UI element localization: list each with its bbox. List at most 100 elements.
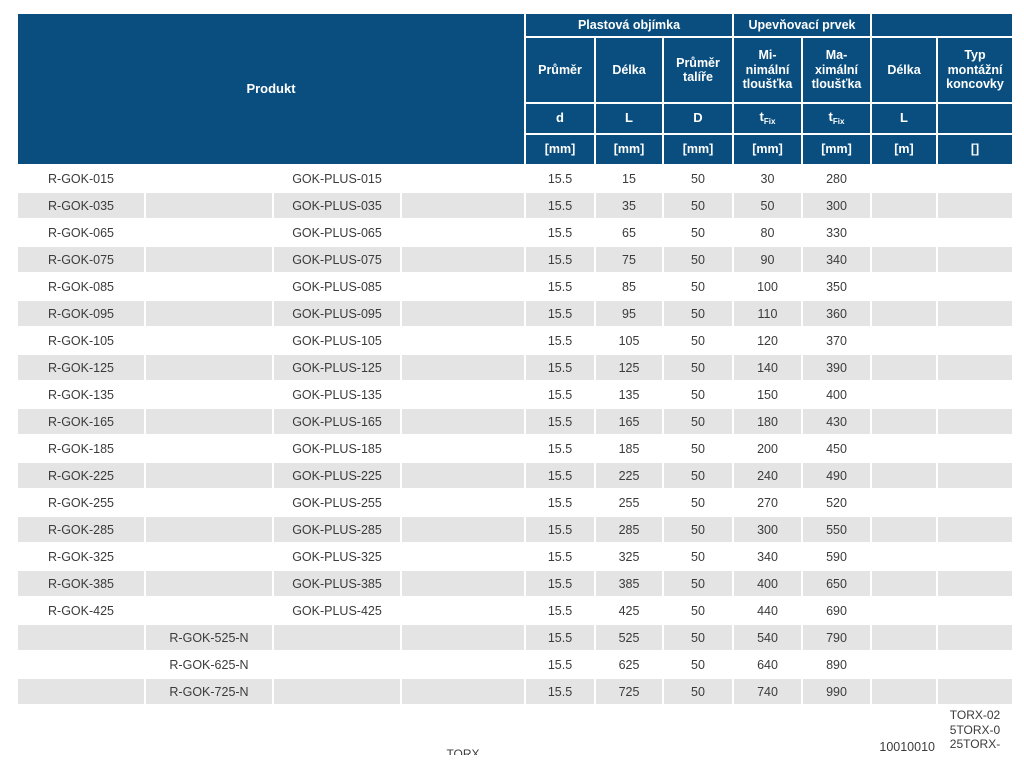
value-cell-typ xyxy=(938,301,1012,326)
product-code-cell xyxy=(402,652,524,677)
value-cell-dd: 50 xyxy=(664,274,732,299)
unit-mm: [mm] xyxy=(664,135,732,164)
unit-mm: [mm] xyxy=(734,135,801,164)
header-title-row: Průměr Délka Průměr talíře Mi- nimální t… xyxy=(18,38,1012,102)
value-cell-tmin: 30 xyxy=(734,166,801,191)
value-cell-typ xyxy=(938,652,1012,677)
product-code-cell xyxy=(18,625,144,650)
product-code-cell xyxy=(146,571,272,596)
symbol-tfix-max: tFix xyxy=(803,104,870,133)
value-cell-d: 15.5 xyxy=(526,571,594,596)
value-cell-tmin: 240 xyxy=(734,463,801,488)
value-cell-d: 15.5 xyxy=(526,220,594,245)
product-code-cell xyxy=(402,166,524,191)
value-cell-typ xyxy=(938,598,1012,623)
group-header-empty xyxy=(872,14,1012,36)
table-row: R-GOK-255 GOK-PLUS-255 15.5 255 50 270 5… xyxy=(18,490,1012,515)
value-cell-lm xyxy=(872,517,936,542)
product-code-cell xyxy=(402,544,524,569)
product-code-cell xyxy=(146,220,272,245)
value-cell-dd: 50 xyxy=(664,301,732,326)
table-row: R-GOK-625-N 15.5 625 50 640 890 xyxy=(18,652,1012,677)
value-cell-dd: 50 xyxy=(664,490,732,515)
value-cell-typ xyxy=(938,328,1012,353)
value-cell-l: 625 xyxy=(596,652,662,677)
value-cell-typ xyxy=(938,274,1012,299)
value-cell-l: 255 xyxy=(596,490,662,515)
product-code-cell xyxy=(274,652,400,677)
value-cell-l: 725 xyxy=(596,679,662,704)
product-code-cell xyxy=(146,598,272,623)
value-cell-typ xyxy=(938,463,1012,488)
value-cell-dd: 50 xyxy=(664,625,732,650)
value-cell-typ xyxy=(938,247,1012,272)
value-cell-dd: 50 xyxy=(664,571,732,596)
product-code-cell: R-GOK-325 xyxy=(18,544,144,569)
value-cell-dd: 50 xyxy=(664,409,732,434)
value-cell-typ xyxy=(938,571,1012,596)
value-cell-d: 15.5 xyxy=(526,247,594,272)
product-code-cell xyxy=(402,625,524,650)
product-code-cell xyxy=(402,193,524,218)
table-row: R-GOK-125 GOK-PLUS-125 15.5 125 50 140 3… xyxy=(18,355,1012,380)
value-cell-typ xyxy=(938,355,1012,380)
value-cell-l: 75 xyxy=(596,247,662,272)
product-code-cell xyxy=(402,409,524,434)
table-row: R-GOK-135 GOK-PLUS-135 15.5 135 50 150 4… xyxy=(18,382,1012,407)
value-cell-l: 95 xyxy=(596,301,662,326)
value-cell-tmax: 300 xyxy=(803,193,870,218)
value-cell-tmax: 550 xyxy=(803,517,870,542)
value-cell-l: 105 xyxy=(596,328,662,353)
product-code-cell xyxy=(402,382,524,407)
value-cell-d: 15.5 xyxy=(526,517,594,542)
value-cell-tmin: 80 xyxy=(734,220,801,245)
product-code-cell: GOK-PLUS-015 xyxy=(274,166,400,191)
symbol-d: d xyxy=(526,104,594,133)
value-cell-lm xyxy=(872,571,936,596)
value-cell-tmax: 340 xyxy=(803,247,870,272)
product-code-cell: GOK-PLUS-085 xyxy=(274,274,400,299)
product-code-cell: R-GOK-255 xyxy=(18,490,144,515)
table-row: R-GOK-065 GOK-PLUS-065 15.5 65 50 80 330 xyxy=(18,220,1012,245)
column-header-produkt: Produkt xyxy=(18,14,524,164)
value-cell xyxy=(664,706,732,755)
value-cell-l: 325 xyxy=(596,544,662,569)
table-row: R-GOK-105 GOK-PLUS-105 15.5 105 50 120 3… xyxy=(18,328,1012,353)
value-cell-tmin: 110 xyxy=(734,301,801,326)
table-row: R-GOK-325 GOK-PLUS-325 15.5 325 50 340 5… xyxy=(18,544,1012,569)
unit-brackets: [] xyxy=(938,135,1012,164)
value-cell-lm xyxy=(872,247,936,272)
value-cell-tmax: 350 xyxy=(803,274,870,299)
value-cell-tmax: 450 xyxy=(803,436,870,461)
value-cell-l: 525 xyxy=(596,625,662,650)
product-code-cell xyxy=(146,193,272,218)
column-header-typ-koncovky: Typ montážní koncovky xyxy=(938,38,1012,102)
product-code-cell: R-GOK-035 xyxy=(18,193,144,218)
product-code-cell xyxy=(402,436,524,461)
table-row: R-GOK-185 GOK-PLUS-185 15.5 185 50 200 4… xyxy=(18,436,1012,461)
value-cell-tmax: 390 xyxy=(803,355,870,380)
value-cell-d: 15.5 xyxy=(526,166,594,191)
value-cell-d: 15.5 xyxy=(526,382,594,407)
value-cell-dd: 50 xyxy=(664,652,732,677)
value-cell-typ xyxy=(938,220,1012,245)
value-cell-lm xyxy=(872,463,936,488)
product-code-cell xyxy=(402,220,524,245)
value-cell-l: 35 xyxy=(596,193,662,218)
product-code-cell xyxy=(402,301,524,326)
unit-mm: [mm] xyxy=(526,135,594,164)
product-code-cell xyxy=(146,706,272,755)
product-code-cell xyxy=(402,355,524,380)
column-header-delka: Délka xyxy=(596,38,662,102)
product-code-cell: R-GOK-625-N xyxy=(146,652,272,677)
table-row: R-GOK-085 GOK-PLUS-085 15.5 85 50 100 35… xyxy=(18,274,1012,299)
delka-m-cell: 10010010 xyxy=(872,706,936,755)
value-cell-tmin: 440 xyxy=(734,598,801,623)
value-cell-l: 285 xyxy=(596,517,662,542)
value-cell xyxy=(734,706,801,755)
value-cell-dd: 50 xyxy=(664,544,732,569)
product-code-cell xyxy=(402,247,524,272)
value-cell xyxy=(596,706,662,755)
value-cell-tmin: 50 xyxy=(734,193,801,218)
value-cell-tmin: 740 xyxy=(734,679,801,704)
